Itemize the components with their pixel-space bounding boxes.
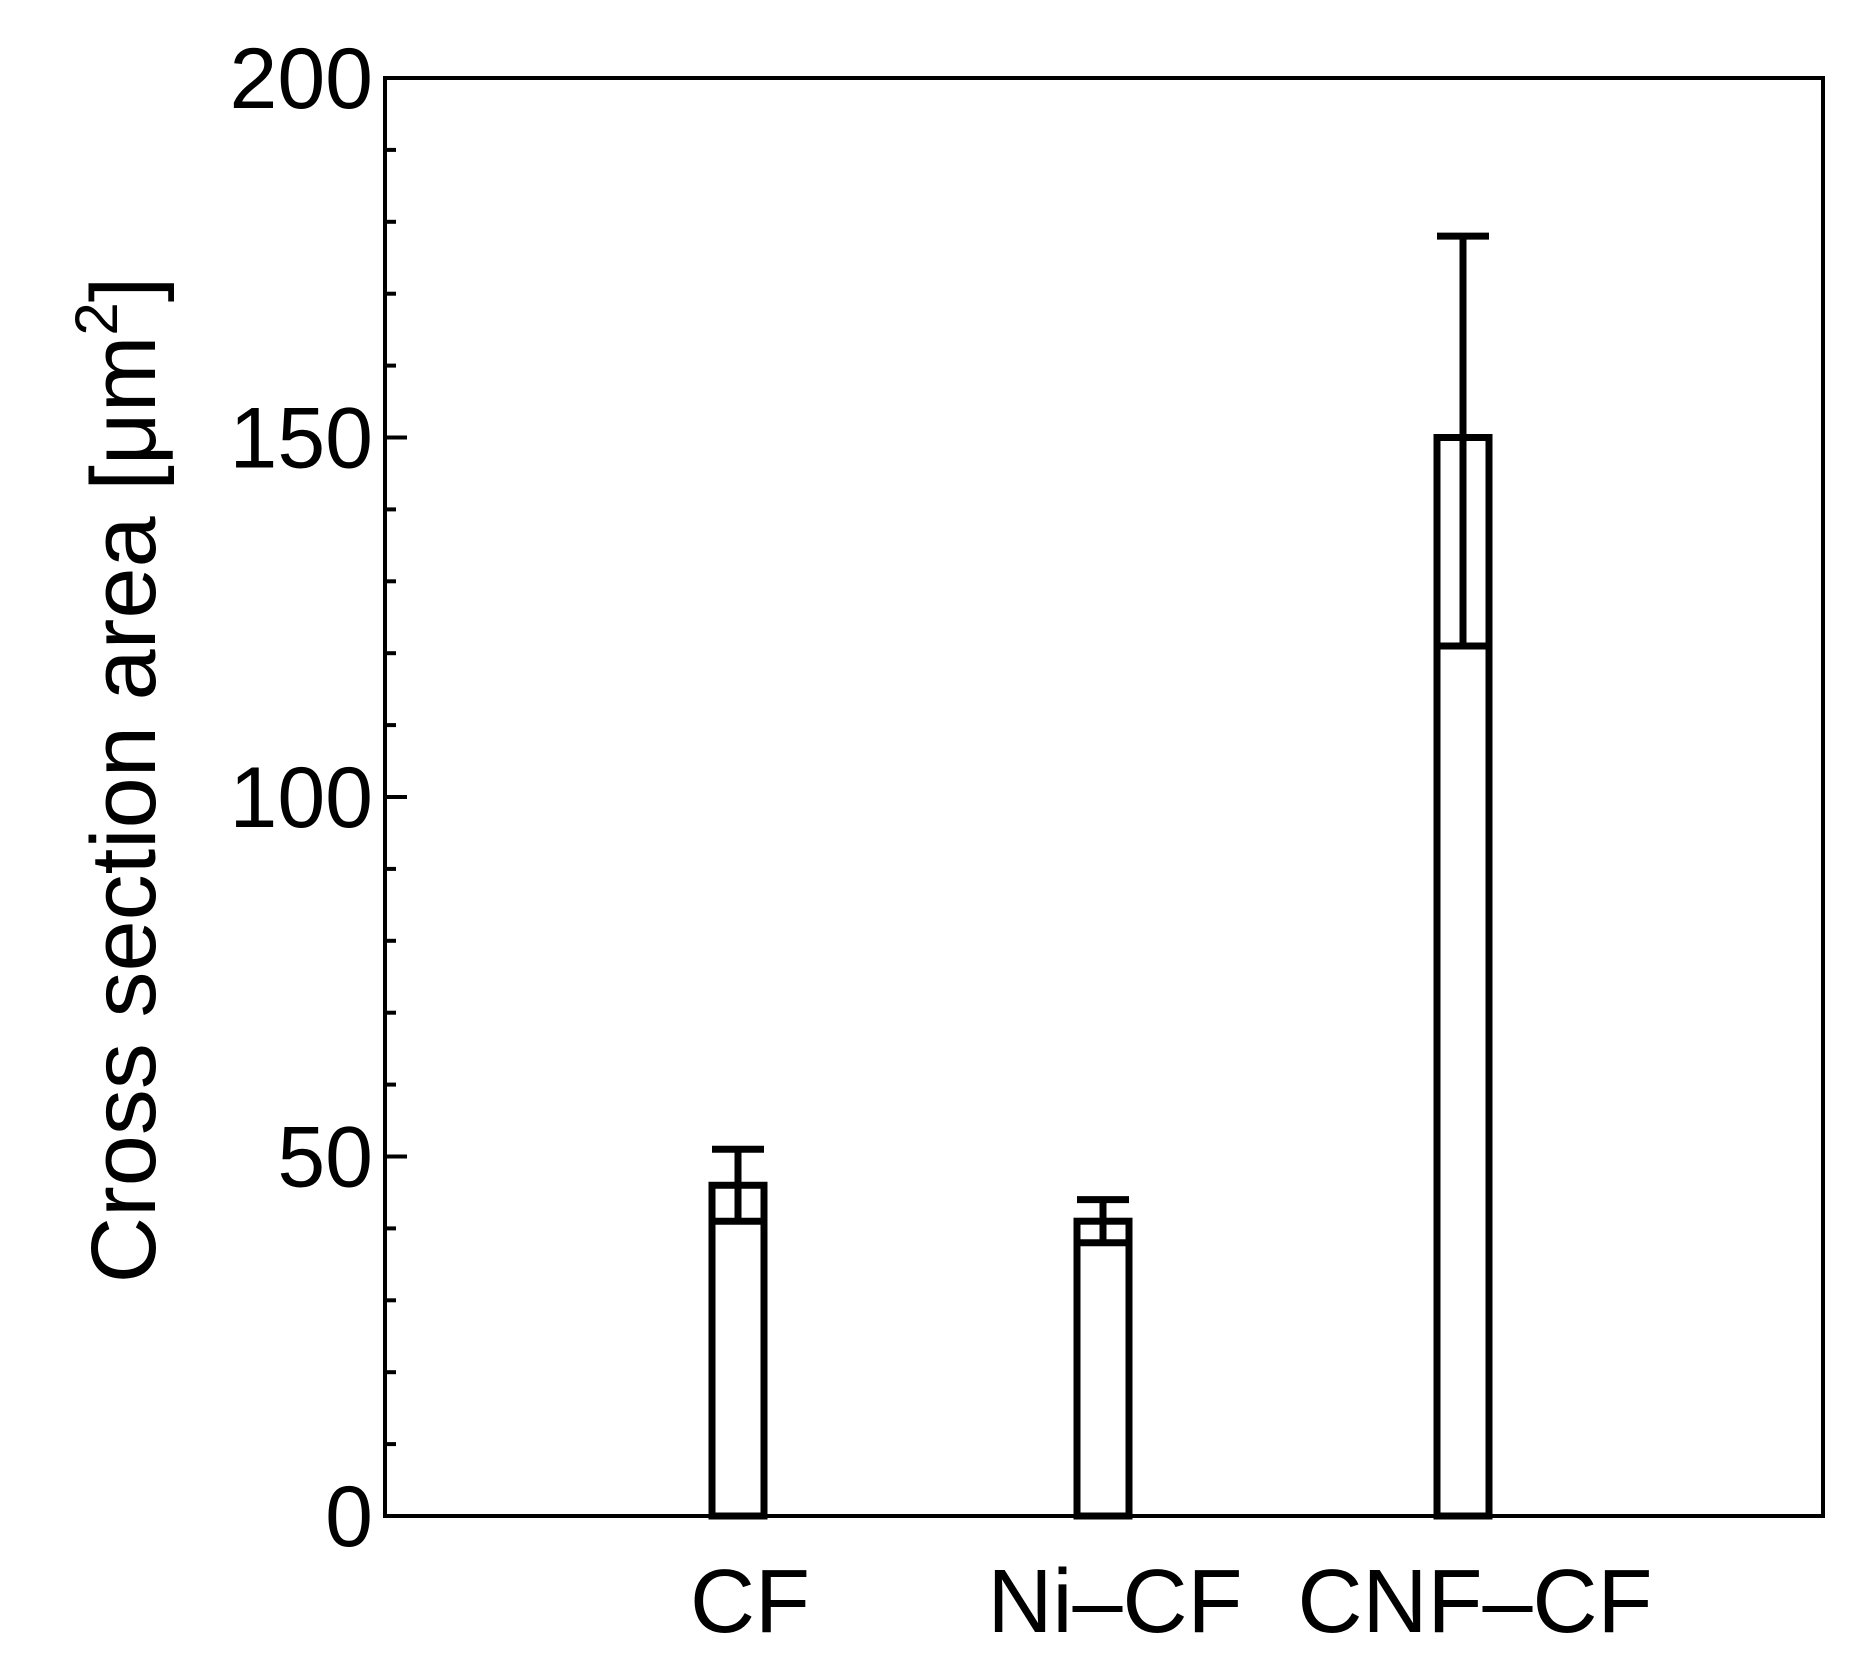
y-axis-title-text: Cross section area [μm: [73, 336, 175, 1284]
y-tick-label: 150: [230, 391, 374, 487]
x-category-label: CNF–CF: [1298, 1552, 1653, 1652]
x-category-label: Ni–CF: [987, 1552, 1242, 1652]
y-tick-label: 100: [230, 750, 374, 846]
x-category-label: CF: [690, 1552, 810, 1652]
y-tick-label: 0: [325, 1469, 373, 1565]
y-axis-title-close: ]: [73, 277, 175, 303]
y-axis-title: Cross section area [μm2]: [63, 277, 175, 1284]
bar: [708, 1181, 768, 1520]
bar: [1073, 1217, 1133, 1520]
svg-text:Cross section area [μm2]: Cross section area [μm2]: [63, 277, 175, 1284]
y-axis-title-superscript: 2: [63, 302, 130, 335]
plot-area: 0 50 100 150 200 CF Ni–CF CNF–CF: [230, 31, 1825, 1652]
y-tick-label: 50: [277, 1110, 373, 1206]
y-tick-label: 200: [230, 31, 374, 127]
